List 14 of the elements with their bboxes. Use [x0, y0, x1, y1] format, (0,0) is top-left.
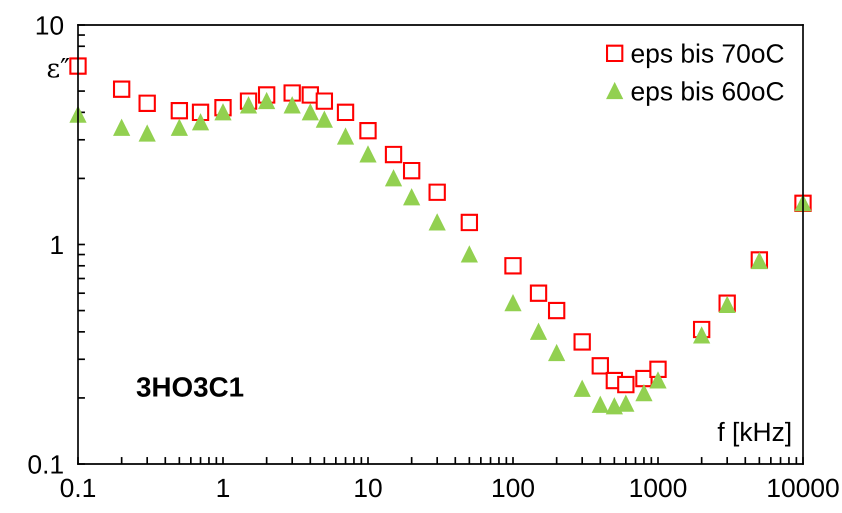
- annotation: 3HO3C1: [136, 377, 244, 397]
- x-tick-label: 10000: [768, 478, 839, 498]
- legend-label: eps bis 70oC: [632, 43, 784, 68]
- x-tick-label: 0.1: [60, 478, 96, 498]
- x-axis-title: f [kHz]: [718, 422, 790, 446]
- x-tick-label: 1000: [630, 478, 686, 498]
- y-tick-label: 10: [36, 16, 64, 35]
- x-tick-label: 100: [493, 478, 534, 498]
- y-tick-label: 1: [51, 236, 63, 254]
- y-tick-label: 0.1: [28, 455, 63, 474]
- x-tick-label: 1: [218, 478, 230, 498]
- y-axis-title: ε″: [48, 58, 70, 78]
- x-tick-label: 10: [355, 478, 382, 498]
- legend-label: eps bis 60oC: [632, 81, 784, 106]
